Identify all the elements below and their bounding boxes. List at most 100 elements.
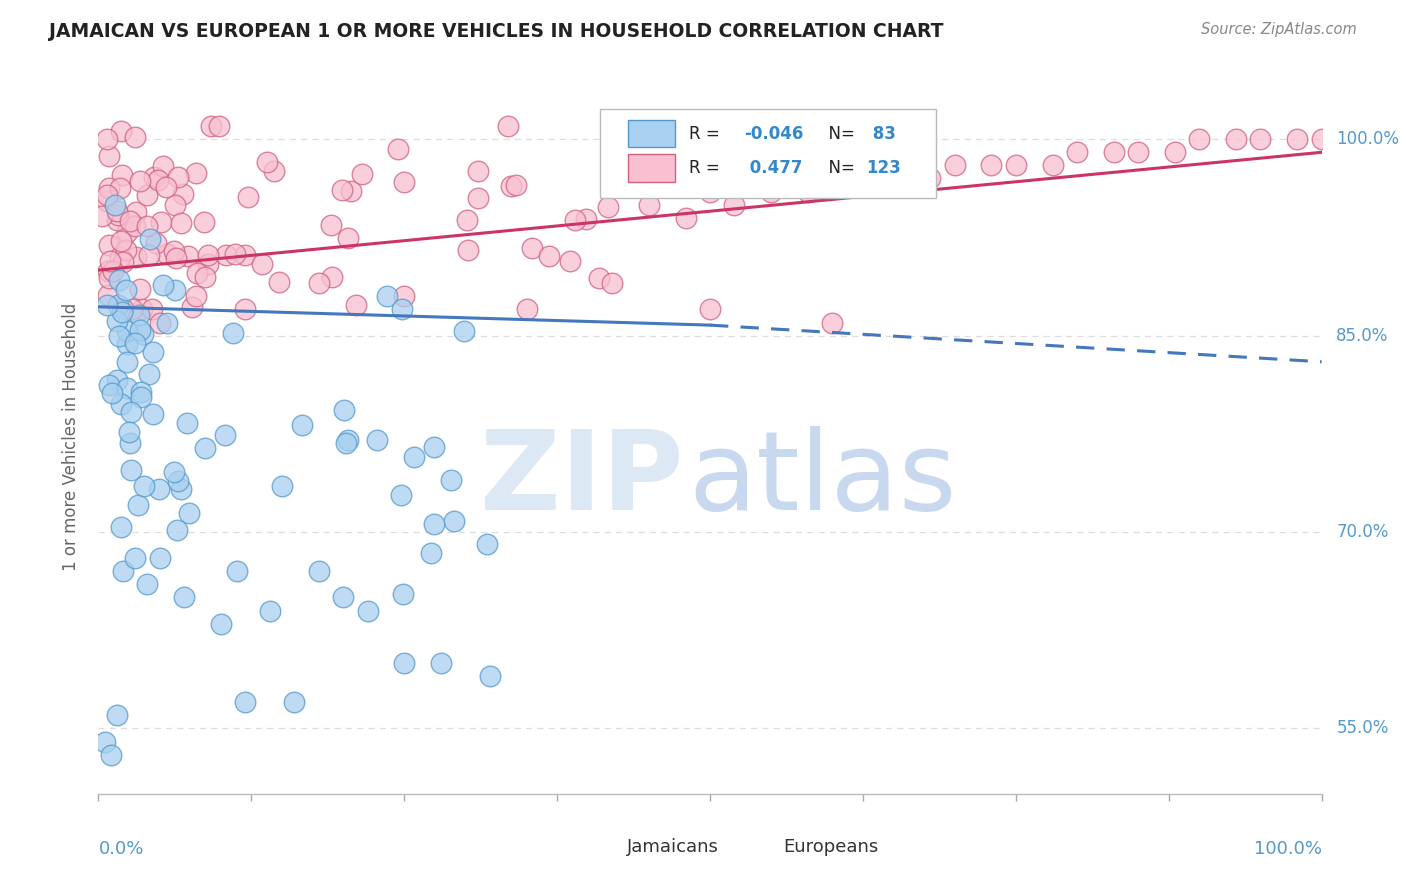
Point [263,164,285,178]
Point [943,158,966,172]
Point [209,616,232,631]
Point [430,656,453,670]
Point [423,440,446,454]
Point [128,282,150,296]
Point [110,397,132,411]
Text: atlas: atlas [688,426,956,533]
Point [194,441,217,455]
Point [105,204,128,219]
Point [467,164,489,178]
Point [699,185,721,199]
Point [226,565,249,579]
Point [637,197,661,211]
Point [97,238,120,252]
Point [337,434,360,448]
Point [98,254,121,268]
Point [117,337,139,351]
Point [423,516,446,531]
Text: N=: N= [818,125,860,143]
Point [224,247,246,261]
Point [336,231,359,245]
Point [142,344,165,359]
Point [136,577,159,591]
Point [104,197,127,211]
Text: Jamaicans: Jamaicans [627,838,718,855]
FancyBboxPatch shape [628,120,675,147]
Point [145,236,167,251]
Point [115,225,138,239]
Text: 85.0%: 85.0% [1336,326,1389,344]
Point [111,304,134,318]
Point [170,216,193,230]
Point [156,317,179,331]
Point [920,171,942,186]
Point [675,211,697,225]
Point [165,251,187,265]
Point [308,277,330,291]
Point [207,119,229,133]
Point [456,213,478,227]
Point [152,159,174,173]
Point [117,381,139,395]
Point [108,250,131,264]
Point [186,266,208,280]
Text: 0.0%: 0.0% [98,840,143,858]
Point [1310,132,1333,146]
Point [98,270,121,285]
Text: 55.0%: 55.0% [1336,720,1389,738]
Point [214,428,236,442]
Point [146,173,169,187]
FancyBboxPatch shape [747,835,776,858]
Point [163,198,186,212]
Point [167,170,190,185]
Point [392,289,416,303]
Point [162,465,184,479]
Point [124,250,146,264]
Point [505,178,527,193]
Point [148,483,170,497]
Point [291,418,314,433]
Text: 123: 123 [866,159,901,177]
Point [467,190,489,204]
Point [96,131,118,145]
Point [124,551,146,566]
Point [197,257,219,271]
Point [105,213,128,227]
Point [110,124,132,138]
Point [498,119,520,133]
Y-axis label: 1 or more Vehicles in Household: 1 or more Vehicles in Household [62,303,80,571]
Point [271,479,294,493]
Point [166,523,188,537]
FancyBboxPatch shape [600,109,936,198]
Point [120,463,142,477]
Text: JAMAICAN VS EUROPEAN 1 OR MORE VEHICLES IN HOUSEHOLD CORRELATION CHART: JAMAICAN VS EUROPEAN 1 OR MORE VEHICLES … [49,22,943,41]
Point [1225,132,1247,146]
Point [238,190,260,204]
Point [111,168,134,182]
Point [115,243,138,257]
Point [387,142,409,156]
Point [93,734,115,748]
Point [515,302,537,317]
Point [108,181,131,195]
Point [176,416,198,430]
Point [101,385,124,400]
Point [129,174,152,188]
Point [558,254,581,268]
Point [194,269,217,284]
Point [340,184,363,198]
Point [1042,158,1064,172]
Point [186,289,208,303]
Text: -0.046: -0.046 [744,125,804,143]
Point [97,263,120,277]
Point [366,433,388,447]
Point [101,264,124,278]
Point [105,708,128,723]
Point [443,514,465,528]
Point [564,213,586,227]
Point [98,180,121,194]
Point [117,324,139,338]
Point [120,405,142,419]
Point [131,302,153,317]
Point [389,488,412,502]
